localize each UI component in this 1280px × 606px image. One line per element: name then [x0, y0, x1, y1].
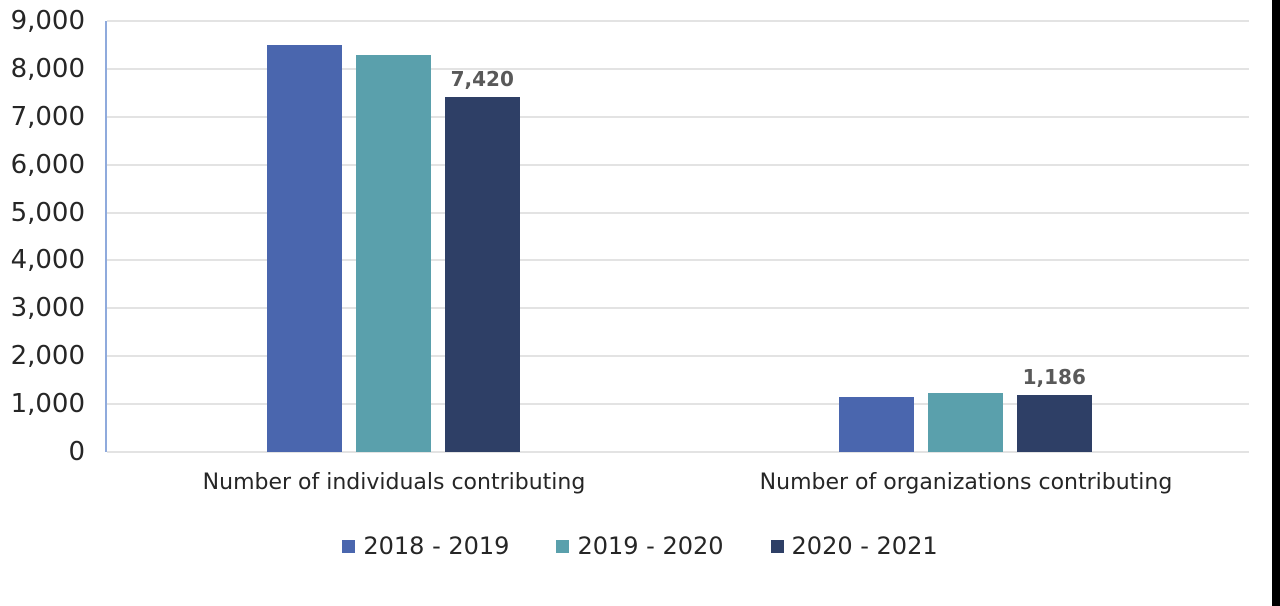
legend-item-2018-2019: 2018 - 2019: [342, 531, 509, 561]
gridline: [107, 67, 1249, 70]
y-axis-tick-label: 9,000: [10, 6, 85, 36]
screenshot-right-edge-bar: [1272, 0, 1280, 606]
y-axis-tick-label: 8,000: [10, 53, 85, 84]
gridline: [107, 115, 1249, 118]
legend-label-2019-2020: 2019 - 2020: [577, 532, 724, 560]
legend: 2018 - 2019 2019 - 2020 2020 - 2021: [0, 531, 1280, 561]
bar-series0-group0: [267, 44, 343, 452]
y-axis-tick-label: 1,000: [10, 389, 85, 420]
bar-series1-group0: [356, 54, 431, 452]
legend-label-2018-2019: 2018 - 2019: [363, 532, 510, 560]
y-axis-line: [105, 21, 107, 452]
gridline: [107, 355, 1249, 358]
bar-series2-group0: [444, 96, 520, 452]
legend-item-2020-2021: 2020 - 2021: [770, 531, 938, 561]
legend-swatch-2020-2021-icon: [770, 539, 784, 553]
y-axis-tick-label: 2,000: [10, 341, 85, 372]
gridline: [107, 20, 1249, 22]
y-axis-tick-label: 0: [68, 437, 85, 467]
legend-swatch-2019-2020-icon: [556, 539, 570, 553]
gridline: [107, 307, 1249, 310]
category-label-individuals: Number of individuals contributing: [202, 470, 586, 495]
bar-series0-group1: [839, 397, 915, 452]
gridline: [107, 403, 1249, 406]
y-axis-tick-label: 3,000: [10, 293, 85, 324]
gridline: [107, 163, 1249, 166]
bar-data-label: 1,186: [1022, 365, 1086, 390]
legend-swatch-2018-2019-icon: [342, 539, 356, 553]
y-axis-tick-label: 7,000: [10, 101, 85, 132]
y-axis-tick-label: 6,000: [10, 149, 85, 180]
y-axis-tick-label: 4,000: [10, 245, 85, 276]
legend-label-2020-2021: 2020 - 2021: [791, 532, 938, 560]
legend-item-2019-2020: 2019 - 2020: [556, 531, 724, 561]
bar-series2-group1: [1016, 395, 1092, 452]
gridline: [107, 211, 1249, 214]
bar-data-label: 7,420: [450, 66, 514, 91]
bar-series1-group1: [928, 393, 1003, 452]
category-label-organizations: Number of organizations contributing: [759, 470, 1173, 495]
y-axis-tick-label: 5,000: [10, 197, 85, 228]
gridline: [107, 259, 1249, 262]
gridline: [107, 451, 1249, 453]
